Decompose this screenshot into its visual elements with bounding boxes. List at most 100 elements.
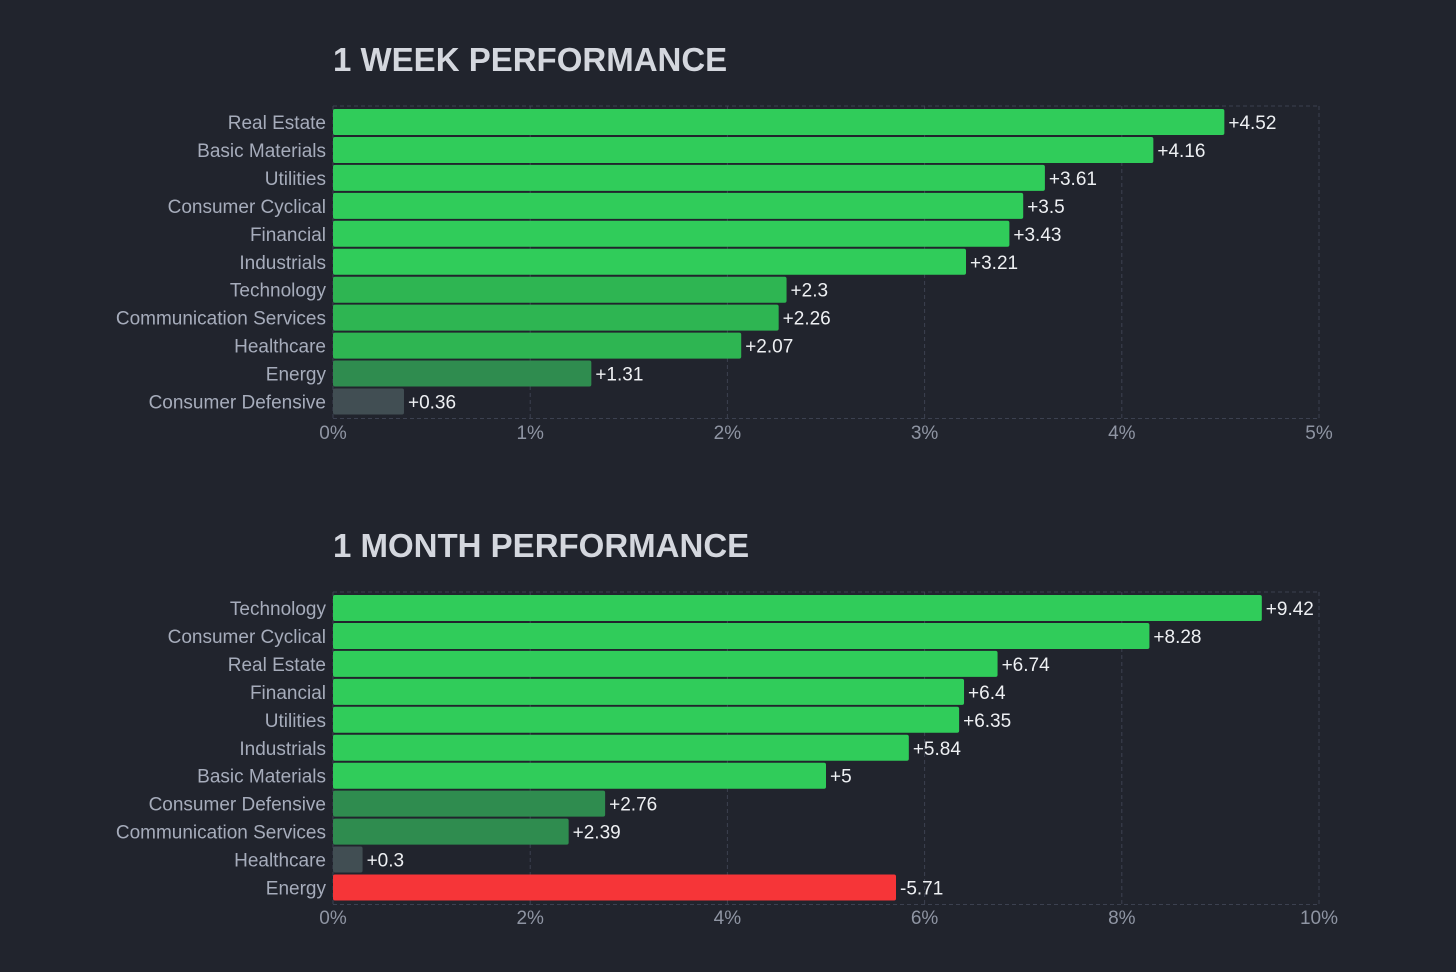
category-label: Communication Services [116,309,326,330]
bar [333,220,1010,247]
bar [333,388,404,415]
value-label: +0.3 [367,851,405,872]
bar [333,790,606,817]
chart-title: 1 MONTH PERFORMANCE [333,527,749,564]
bar [333,762,826,789]
bar [333,109,1225,135]
bar [333,650,998,677]
x-tick-label: 6% [911,908,939,929]
value-label: +3.5 [1027,197,1065,218]
bar-row: Utilities +6.35 [265,706,1011,733]
bar-row: Industrials +3.21 [239,248,1018,275]
bar-row: Real Estate +4.52 [228,109,1276,135]
bar-row: Healthcare +2.07 [234,332,793,359]
value-label: +4.16 [1157,141,1205,162]
x-tick-label: 5% [1305,423,1333,444]
bar-row: Communication Services +2.26 [116,304,831,331]
category-label: Healthcare [234,851,326,872]
bar [333,874,897,901]
bar-row: Real Estate +6.74 [228,650,1051,677]
category-label: Industrials [239,739,326,760]
bar-row: Consumer Cyclical +8.28 [168,622,1201,649]
x-tick-label: 0% [319,908,347,929]
value-label: +2.07 [745,337,793,358]
x-tick-label: 2% [516,908,544,929]
bar [333,818,569,845]
chart-title: 1 WEEK PERFORMANCE [333,41,727,78]
category-label: Financial [250,225,326,246]
category-label: Healthcare [234,337,326,358]
x-tick-label: 10% [1300,908,1338,929]
category-label: Technology [230,281,327,302]
value-label: +6.74 [1002,655,1051,676]
category-label: Communication Services [116,823,326,844]
x-tick-label: 4% [1108,423,1136,444]
value-label: +2.39 [573,823,621,844]
category-label: Consumer Cyclical [168,197,326,218]
value-label: +9.42 [1266,599,1314,620]
bar [333,846,363,873]
bar [333,192,1024,219]
bar-row: Basic Materials +4.16 [197,136,1205,163]
value-label: +2.26 [783,309,831,330]
bar [333,360,592,387]
category-label: Technology [230,599,327,620]
bar [333,678,965,705]
value-label: -5.71 [900,879,943,900]
value-label: +6.35 [963,711,1011,732]
bar [333,332,742,359]
bar-row: Technology +9.42 [230,595,1314,621]
category-label: Basic Materials [197,767,326,788]
category-label: Consumer Cyclical [168,627,326,648]
one-month-performance-chart: 1 MONTH PERFORMANCE 0% 2% 4% 6% 8% 10% Technol… [116,527,1338,929]
category-label: Energy [266,365,327,386]
bar-row: Financial +3.43 [250,220,1061,247]
x-tick-label: 3% [911,423,939,444]
value-label: +5 [830,767,852,788]
x-tick-label: 2% [714,423,742,444]
bar [333,164,1045,191]
category-label: Consumer Defensive [149,393,326,414]
bar-row: Healthcare +0.3 [234,846,405,873]
one-week-performance-chart: 1 WEEK PERFORMANCE 0% 1% 2% 3% 4% 5% Real Esta… [116,41,1333,444]
value-label: +2.3 [791,281,829,302]
bar-row: Consumer Defensive +2.76 [149,790,657,817]
value-label: +1.31 [595,365,643,386]
value-label: +2.76 [609,795,657,816]
bar [333,276,787,303]
bar [333,734,909,761]
bar-row: Energy -5.71 [266,874,943,901]
category-label: Real Estate [228,113,326,134]
value-label: +3.61 [1049,169,1097,190]
bar-row: Utilities +3.61 [265,164,1097,191]
value-label: +4.52 [1228,113,1276,134]
value-label: +3.43 [1013,225,1061,246]
x-tick-label: 1% [516,423,544,444]
x-tick-label: 0% [319,423,347,444]
category-label: Industrials [239,253,326,274]
category-label: Energy [266,879,327,900]
bar-row: Consumer Defensive +0.36 [149,388,456,415]
category-label: Consumer Defensive [149,795,326,816]
bar [333,706,960,733]
category-label: Basic Materials [197,141,326,162]
value-label: +6.4 [968,683,1006,704]
bar [333,248,967,275]
bar [333,304,779,331]
bar-row: Technology +2.3 [230,276,829,303]
bar [333,622,1150,649]
category-label: Utilities [265,711,326,732]
value-label: +3.21 [970,253,1018,274]
bar-row: Energy +1.31 [266,360,643,387]
x-tick-label: 8% [1108,908,1136,929]
bar [333,136,1154,163]
category-label: Utilities [265,169,326,190]
bar [333,595,1262,621]
bar-row: Basic Materials +5 [197,762,852,789]
bar-row: Industrials +5.84 [239,734,961,761]
x-tick-label: 4% [714,908,742,929]
category-label: Real Estate [228,655,326,676]
category-label: Financial [250,683,326,704]
value-label: +0.36 [408,393,456,414]
